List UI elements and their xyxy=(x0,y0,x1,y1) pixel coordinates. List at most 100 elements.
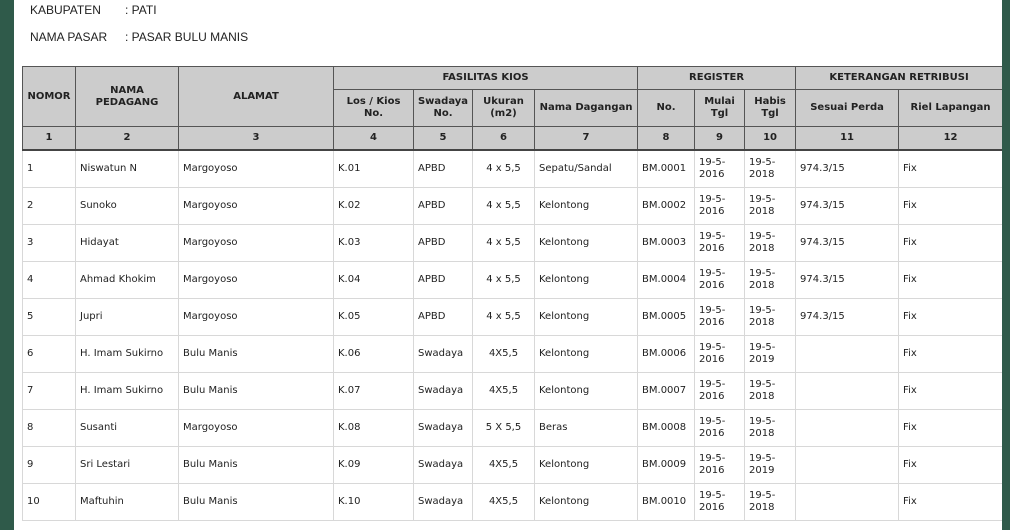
cell-sesuai-perda: 974.3/15 xyxy=(795,224,900,262)
cell-nomor: 5 xyxy=(22,298,76,336)
cell-nomor: 10 xyxy=(22,483,76,521)
cell-habis-tgl-line2: 2019 xyxy=(749,354,775,365)
cell-swadaya: APBD xyxy=(413,149,473,188)
header-nomor: NOMOR xyxy=(22,66,76,127)
cell-register-no: BM.0007 xyxy=(637,372,696,410)
cell-ukuran: 4X5,5 xyxy=(472,372,535,410)
table-row: 4 Ahmad Khokim Margoyoso K.04 APBD 4 x 5,5 Kel… xyxy=(22,261,1002,299)
cell-mulai-tgl: 19-5- 2016 xyxy=(694,335,746,373)
cell-mulai-tgl-line1: 19-5- xyxy=(699,453,726,464)
cell-riel-lapangan: Fix xyxy=(898,224,1002,262)
cell-riel-lapangan: Fix xyxy=(898,149,1002,188)
cell-mulai-tgl: 19-5- 2016 xyxy=(694,298,746,336)
cell-alamat: Bulu Manis xyxy=(178,335,334,373)
cell-habis-tgl-line2: 2018 xyxy=(749,317,775,328)
cell-swadaya: Swadaya xyxy=(413,446,473,484)
cell-los-kios: K.02 xyxy=(333,187,414,225)
kabupaten-value: : PATI xyxy=(125,3,157,17)
header-register: REGISTER xyxy=(637,66,797,90)
cell-mulai-tgl: 19-5- 2016 xyxy=(694,224,746,262)
cell-habis-tgl-line1: 19-5- xyxy=(749,379,776,390)
pasar-line: NAMA PASAR: PASAR BULU MANIS xyxy=(30,30,248,44)
pedagang-table: NOMOR NAMA PEDAGANG ALAMAT FASILITAS KIO… xyxy=(22,66,1002,521)
cell-nama-dagangan: Kelontong xyxy=(533,446,639,484)
cell-nama-dagangan: Sepatu/Sandal xyxy=(533,149,639,188)
cell-riel-lapangan: Fix xyxy=(898,372,1002,410)
cell-los-kios: K.10 xyxy=(333,483,414,521)
cell-los-kios: K.09 xyxy=(333,446,414,484)
cell-habis-tgl-line1: 19-5- xyxy=(749,268,776,279)
cell-habis-tgl-line1: 19-5- xyxy=(749,453,776,464)
cell-sesuai-perda xyxy=(795,483,900,521)
cell-nama-dagangan: Beras xyxy=(533,409,639,447)
header-nama-pedagang: NAMA PEDAGANG xyxy=(75,66,179,127)
cell-mulai-tgl: 19-5- 2016 xyxy=(694,446,746,484)
cell-habis-tgl: 19-5- 2018 xyxy=(744,261,797,299)
cell-mulai-tgl: 19-5- 2016 xyxy=(694,149,746,188)
cell-nama-pedagang: Sunoko xyxy=(75,187,179,225)
cell-habis-tgl-line2: 2018 xyxy=(749,206,775,217)
cell-mulai-tgl-line2: 2016 xyxy=(699,502,725,513)
cell-nomor: 3 xyxy=(22,224,76,262)
cell-register-no: BM.0008 xyxy=(637,409,696,447)
header-alamat: ALAMAT xyxy=(178,66,334,127)
header-nama-dagangan: Nama Dagangan xyxy=(533,89,639,127)
cell-register-no: BM.0003 xyxy=(637,224,696,262)
scrollbar-track[interactable] xyxy=(1002,0,1010,530)
cell-mulai-tgl-line2: 2016 xyxy=(699,206,725,217)
cell-swadaya: Swadaya xyxy=(413,335,473,373)
header-mulai-tgl: Mulai Tgl xyxy=(694,89,746,127)
cell-mulai-tgl: 19-5- 2016 xyxy=(694,372,746,410)
table-row: 3 Hidayat Margoyoso K.03 APBD 4 x 5,5 Kelonton… xyxy=(22,224,1002,262)
table-row: 9 Sri Lestari Bulu Manis K.09 Swadaya 4X5,5 Ke… xyxy=(22,446,1002,484)
cell-habis-tgl: 19-5- 2019 xyxy=(744,335,797,373)
header-mulai-line2: Tgl xyxy=(710,108,729,119)
cell-nama-dagangan: Kelontong xyxy=(533,335,639,373)
cell-los-kios: K.08 xyxy=(333,409,414,447)
cell-mulai-tgl-line2: 2016 xyxy=(699,465,725,476)
table-row: 6 H. Imam Sukirno Bulu Manis K.06 Swadaya 4X5… xyxy=(22,335,1002,373)
header-register-no: No. xyxy=(637,89,696,127)
cell-habis-tgl: 19-5- 2018 xyxy=(744,149,797,188)
cell-mulai-tgl-line1: 19-5- xyxy=(699,379,726,390)
cell-alamat: Bulu Manis xyxy=(178,446,334,484)
cell-mulai-tgl-line2: 2016 xyxy=(699,243,725,254)
cell-riel-lapangan: Fix xyxy=(898,298,1002,336)
cell-ukuran: 4 x 5,5 xyxy=(472,224,535,262)
cell-mulai-tgl-line1: 19-5- xyxy=(699,231,726,242)
cell-sesuai-perda xyxy=(795,446,900,484)
cell-habis-tgl-line1: 19-5- xyxy=(749,416,776,427)
cell-nomor: 4 xyxy=(22,261,76,299)
cell-swadaya: APBD xyxy=(413,261,473,299)
cell-habis-tgl-line2: 2018 xyxy=(749,280,775,291)
header-keterangan-retribusi: KETERANGAN RETRIBUSI xyxy=(795,66,1002,90)
cell-nama-dagangan: Kelontong xyxy=(533,187,639,225)
cell-nama-pedagang: H. Imam Sukirno xyxy=(75,335,179,373)
cell-mulai-tgl-line1: 19-5- xyxy=(699,416,726,427)
cell-riel-lapangan: Fix xyxy=(898,187,1002,225)
cell-sesuai-perda: 974.3/15 xyxy=(795,261,900,299)
cell-riel-lapangan: Fix xyxy=(898,446,1002,484)
cell-habis-tgl-line2: 2018 xyxy=(749,169,775,180)
cell-nama-dagangan: Kelontong xyxy=(533,372,639,410)
cell-alamat: Margoyoso xyxy=(178,261,334,299)
cell-mulai-tgl: 19-5- 2016 xyxy=(694,187,746,225)
column-number: 1 xyxy=(22,126,76,151)
cell-habis-tgl-line1: 19-5- xyxy=(749,157,776,168)
cell-nama-dagangan: Kelontong xyxy=(533,483,639,521)
cell-riel-lapangan: Fix xyxy=(898,335,1002,373)
cell-habis-tgl-line1: 19-5- xyxy=(749,305,776,316)
cell-nama-pedagang: Maftuhin xyxy=(75,483,179,521)
table-row: 2 Sunoko Margoyoso K.02 APBD 4 x 5,5 Kelontong… xyxy=(22,187,1002,225)
cell-nama-pedagang: Hidayat xyxy=(75,224,179,262)
cell-habis-tgl-line1: 19-5- xyxy=(749,194,776,205)
table-body: 1 Niswatun N Margoyoso K.01 APBD 4 x 5,5 Sepat… xyxy=(22,149,1002,521)
cell-nama-dagangan: Kelontong xyxy=(533,298,639,336)
cell-sesuai-perda: 974.3/15 xyxy=(795,149,900,188)
header-los-kios: Los / Kios No. xyxy=(333,89,414,127)
cell-alamat: Margoyoso xyxy=(178,409,334,447)
column-number: 6 xyxy=(472,126,535,151)
cell-nama-pedagang: Niswatun N xyxy=(75,149,179,188)
table-row: 5 Jupri Margoyoso K.05 APBD 4 x 5,5 Kelontong B… xyxy=(22,298,1002,336)
cell-sesuai-perda xyxy=(795,409,900,447)
